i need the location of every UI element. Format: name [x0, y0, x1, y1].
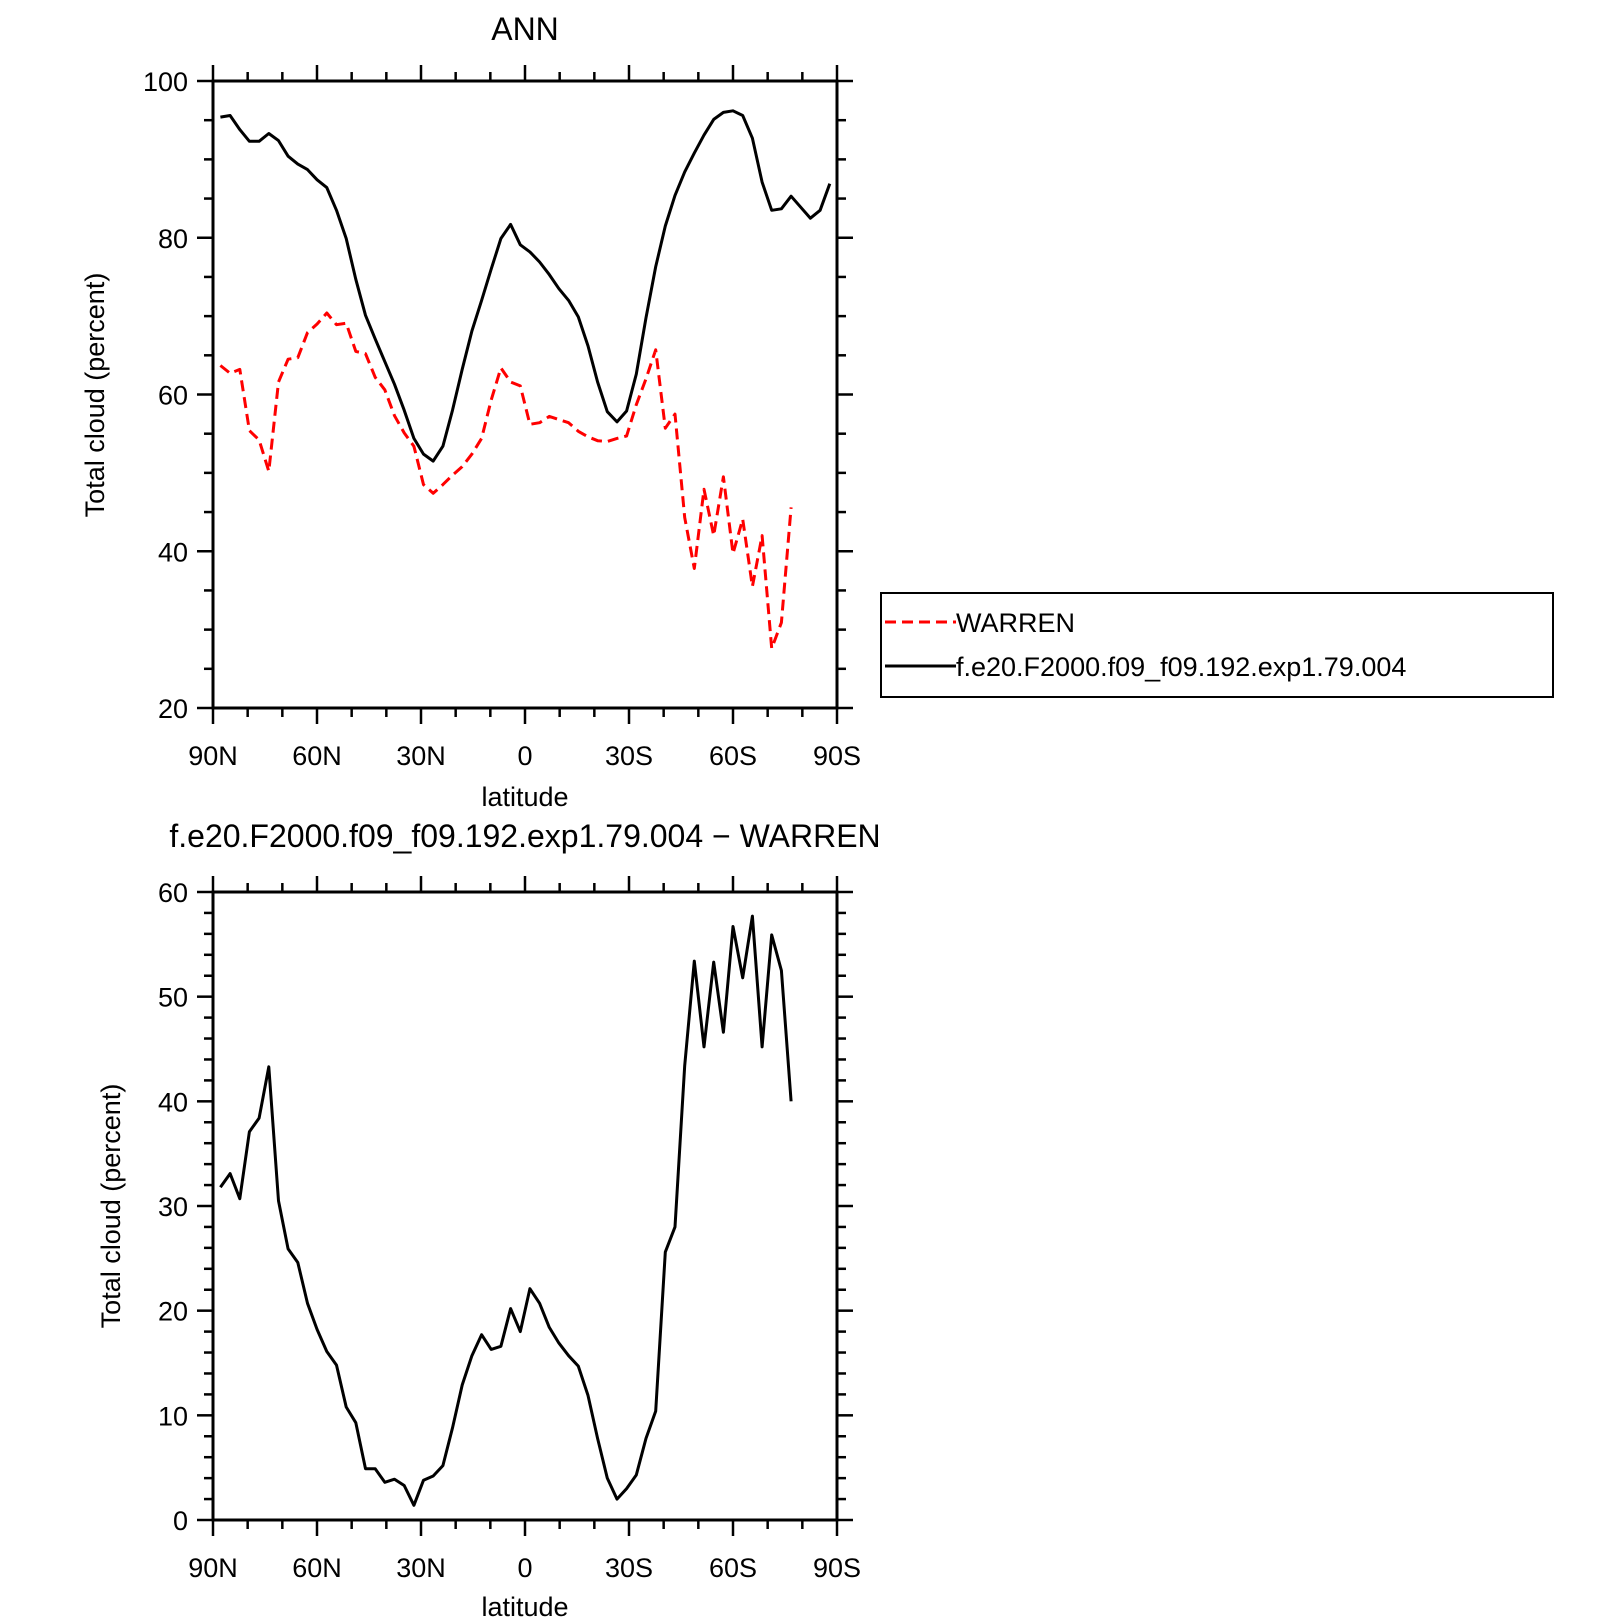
series-line-warren [219, 311, 793, 650]
x-tick-label: 90N [188, 1553, 238, 1583]
y-tick-label: 30 [158, 1192, 188, 1222]
x-tick-label: 60S [709, 741, 757, 771]
x-tick-label: 60N [292, 741, 342, 771]
x-tick-label: 0 [517, 741, 532, 771]
y-axis-label: Total cloud (percent) [96, 1084, 126, 1329]
x-axis-label: latitude [481, 1592, 568, 1622]
chart-title: f.e20.F2000.f09_f09.192.exp1.79.004 − WA… [169, 818, 880, 854]
y-tick-label: 20 [158, 1297, 188, 1327]
x-tick-label: 30N [396, 1553, 446, 1583]
x-tick-label: 60N [292, 1553, 342, 1583]
chart-title: ANN [491, 11, 559, 47]
x-tick-label: 30S [605, 1553, 653, 1583]
legend-box [880, 592, 1554, 698]
y-tick-label: 10 [158, 1401, 188, 1431]
y-axis-label: Total cloud (percent) [80, 273, 110, 518]
plot-frame [211, 79, 839, 710]
x-tick-label: 60S [709, 1553, 757, 1583]
y-tick-label: 40 [158, 537, 188, 567]
y-tick-label: 50 [158, 983, 188, 1013]
x-tick-label: 30N [396, 741, 446, 771]
x-tick-label: 30S [605, 741, 653, 771]
legend-label-model: f.e20.F2000.f09_f09.192.exp1.79.004 [956, 652, 1406, 682]
y-tick-label: 60 [158, 878, 188, 908]
top-panel: ANN latitude Total cloud (percent) 90N 60… [80, 11, 861, 812]
y-tick-label: 20 [158, 694, 188, 724]
x-tick-label: 0 [517, 1553, 532, 1583]
legend: WARREN f.e20.F2000.f09_f09.192.exp1.79.0… [880, 592, 1554, 698]
y-tick-label: 100 [143, 67, 188, 97]
y-tick-label: 0 [173, 1506, 188, 1536]
y-tick-label: 40 [158, 1087, 188, 1117]
legend-label-warren: WARREN [956, 608, 1075, 638]
bottom-panel: f.e20.F2000.f09_f09.192.exp1.79.004 − WA… [96, 818, 881, 1622]
series-line-f-e20-f2000-f09-f09-192-exp1-79-004 [220, 109, 832, 463]
x-tick-label: 90S [813, 741, 861, 771]
y-tick-label: 60 [158, 381, 188, 411]
x-axis-label: latitude [481, 782, 568, 812]
plot-frame [211, 890, 839, 1522]
series-line-difference [219, 914, 793, 1507]
y-tick-label: 80 [158, 224, 188, 254]
x-tick-label: 90S [813, 1553, 861, 1583]
x-tick-label: 90N [188, 741, 238, 771]
